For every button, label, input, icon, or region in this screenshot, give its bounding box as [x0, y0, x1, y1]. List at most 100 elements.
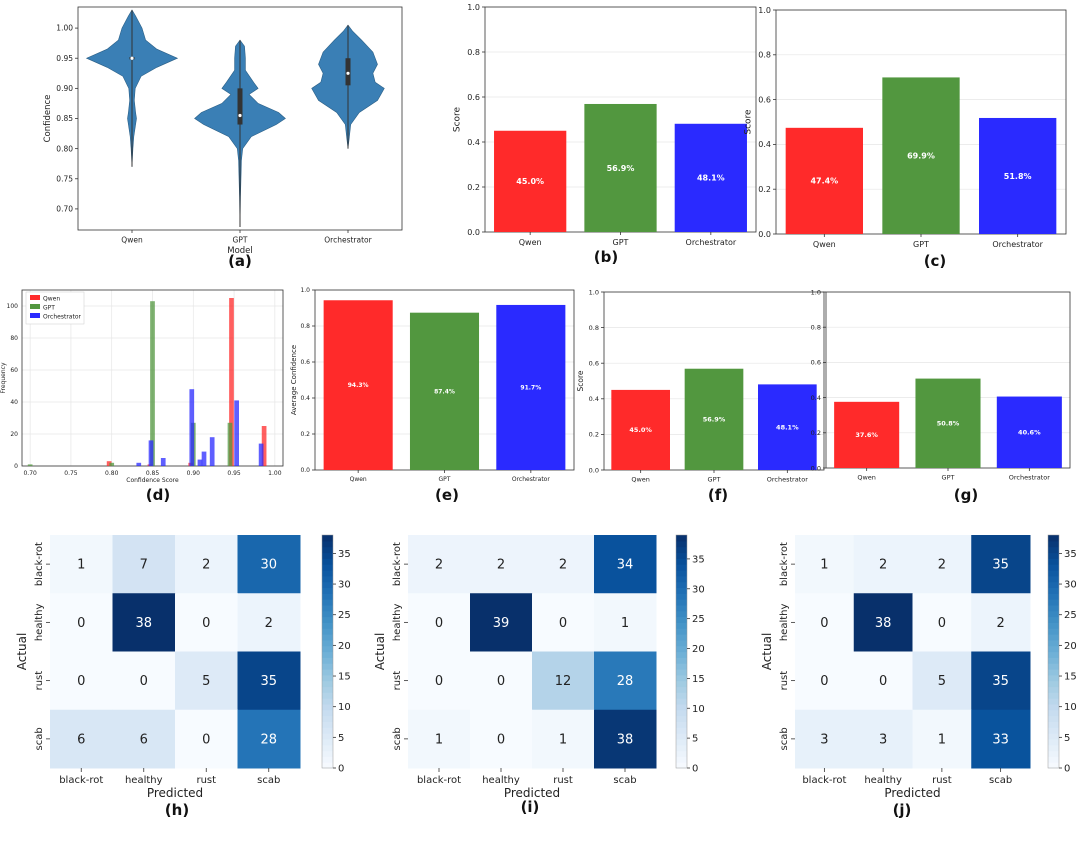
heatmap-cell-value: 2: [996, 616, 1004, 631]
y-tick-label: 0.6: [589, 359, 599, 367]
heatmap-cell-value: 3: [820, 732, 828, 747]
heatmap-cell-value: 35: [260, 674, 277, 689]
bar-value-label: 94.3%: [348, 382, 369, 389]
colorbar-segment: [1048, 674, 1059, 682]
bar-orchestrator: [674, 123, 747, 232]
heatmap-cell: [237, 593, 301, 652]
violin-median-dot: [238, 113, 242, 118]
heatmap-cell-value: 35: [992, 558, 1009, 573]
x-axis-title: Predicted: [147, 786, 203, 800]
x-tick-label: black-rot: [417, 775, 461, 786]
panel-label-a: (a): [228, 252, 252, 270]
panel-g-bar-chart: 0.0 0.2 0.4 0.6 0.8 1.0 37.6% Qwen 50.8% GPT 40.6%…: [811, 288, 1071, 504]
x-tick-label: black-rot: [59, 775, 103, 786]
colorbar-segment: [676, 698, 687, 705]
y-tick-label: black-rot: [34, 542, 45, 586]
heatmap-cell: [532, 651, 595, 711]
x-tick-label: 0.75: [64, 470, 78, 477]
bar-value-label: 37.6%: [855, 431, 878, 439]
colorbar-segment: [1048, 727, 1059, 734]
heatmap-cell-value: 0: [77, 674, 85, 689]
bar-qwen: [834, 401, 900, 468]
colorbar-segment: [322, 762, 333, 769]
heatmap-cell: [112, 651, 176, 711]
colorbar-segment: [676, 733, 687, 740]
colorbar-segment: [1048, 668, 1059, 676]
colorbar-segment: [676, 663, 687, 670]
heatmap-cell: [237, 651, 301, 711]
colorbar-segment: [322, 703, 333, 711]
heatmap-cell-value: 0: [435, 674, 443, 689]
bar-orchestrator: [496, 304, 566, 470]
heatmap-cell-value: 3: [879, 732, 887, 747]
colorbar-segment: [676, 558, 687, 565]
x-tick-label: Qwen: [813, 240, 836, 249]
heatmap-cell-value: 0: [938, 616, 946, 631]
y-tick-label: 0.80: [56, 144, 73, 153]
x-tick-label: GPT: [942, 474, 955, 482]
colorbar-segment: [322, 727, 333, 734]
heatmap-cell-value: 0: [497, 732, 505, 747]
panel-label-d: (d): [146, 486, 170, 504]
heatmap-cell: [237, 709, 301, 769]
colorbar-segment: [1048, 581, 1059, 589]
colorbar-segment: [676, 581, 687, 589]
colorbar-segment: [322, 692, 333, 699]
colorbar-segment: [322, 733, 333, 740]
colorbar-segment: [1048, 639, 1059, 647]
panel-e-bar-chart: 0.0 0.2 0.4 0.6 0.8 1.0 94.3% Qwen 87.4% GPT 91.7%…: [290, 287, 575, 504]
panel-d-histogram: 0.70 0.75 0.80 0.85 0.90 0.95 1.00 0 20 40 60 80 100…: [0, 289, 284, 504]
y-tick-label: 1.0: [589, 288, 599, 296]
heatmap-cell-value: 6: [77, 732, 85, 747]
colorbar-segment: [676, 727, 687, 734]
heatmap-cell: [175, 709, 238, 769]
colorbar-segment: [676, 703, 687, 711]
hist-bar-qwen: [229, 298, 234, 466]
x-tick-label: healthy: [864, 775, 902, 786]
x-tick-label: Orchestrator: [1009, 474, 1050, 482]
colorbar-segment: [676, 575, 687, 583]
colorbar-segment: [676, 604, 687, 612]
heatmap-cell-value: 28: [260, 732, 277, 747]
colorbar-segment: [322, 674, 333, 682]
colorbar-segment: [676, 680, 687, 688]
x-tick-label: 0.90: [187, 470, 201, 477]
y-tick-label: 0.4: [300, 395, 310, 402]
heatmap-cell-value: 2: [559, 558, 567, 573]
heatmap-cell-value: 33: [992, 732, 1009, 747]
bar-gpt: [409, 312, 480, 470]
y-tick-label: 0.6: [758, 95, 771, 104]
colorbar-segment: [1048, 558, 1059, 565]
x-tick-label: rust: [196, 775, 216, 786]
heatmap-cell-value: 28: [617, 674, 634, 689]
heatmap-cell-value: 0: [497, 674, 505, 689]
y-tick-label: black-rot: [392, 542, 403, 586]
x-tick-label: rust: [932, 775, 952, 786]
heatmap-cell: [50, 709, 113, 769]
y-tick-label: black-rot: [779, 542, 790, 586]
y-tick-label: 0.75: [56, 174, 73, 183]
colorbar-segment: [1048, 703, 1059, 711]
heatmap-cell: [237, 535, 301, 594]
bar-qwen: [611, 389, 670, 470]
x-tick-label: Qwen: [631, 476, 650, 484]
heatmap-cell: [971, 593, 1031, 652]
x-tick-label: GPT: [913, 240, 929, 249]
colorbar-segment: [1048, 634, 1059, 641]
colorbar-tick-label: 0: [338, 764, 344, 775]
hist-bar-gpt: [109, 462, 115, 466]
y-tick-label: 0.8: [758, 51, 771, 60]
colorbar-segment: [322, 622, 333, 629]
heatmap-cell: [853, 651, 913, 711]
bar-value-label: 51.8%: [1004, 172, 1032, 181]
x-axis-title: Model: [227, 246, 253, 256]
x-axis-title: Predicted: [504, 786, 560, 800]
colorbar-segment: [1048, 564, 1059, 571]
legend-label: GPT: [43, 305, 55, 312]
colorbar-tick-label: 35: [338, 549, 351, 560]
y-tick-label: rust: [392, 671, 403, 691]
heatmap-cell-value: 0: [820, 674, 828, 689]
heatmap-cell-value: 5: [938, 674, 946, 689]
hist-bar-orchestrator: [201, 451, 207, 466]
legend-swatch: [30, 313, 40, 318]
